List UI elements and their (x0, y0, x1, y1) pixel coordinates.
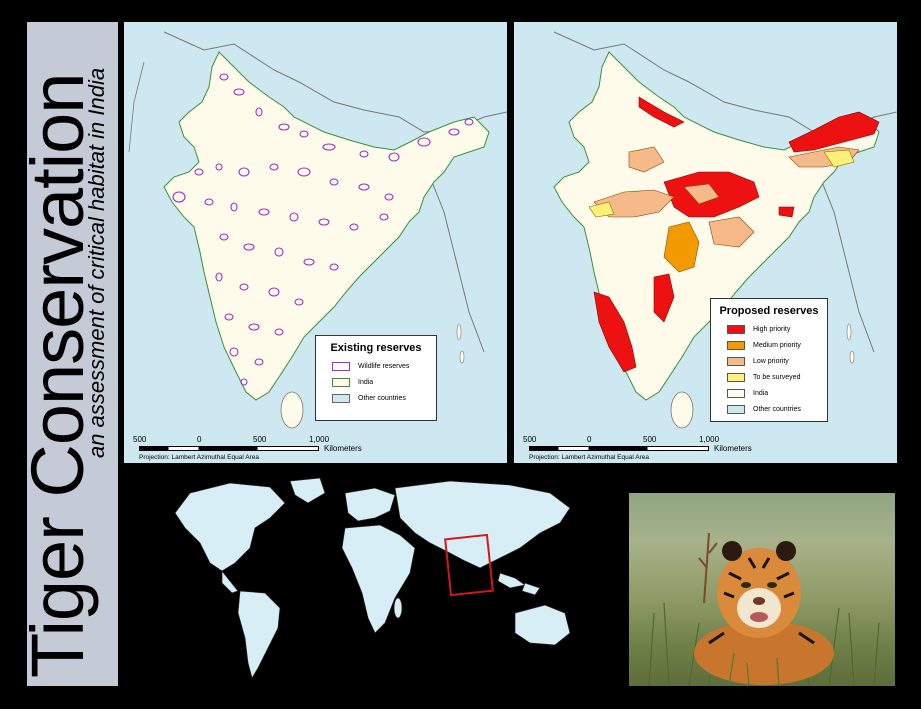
scale-bar: 500 0 500 1,000 Kilometers Projection: L… (523, 435, 752, 461)
scale-bar: 500 0 500 1,000 Kilometers Projection: L… (133, 435, 362, 461)
high-priority-zone (593, 291, 637, 373)
legend-item-high-priority: High priority (727, 321, 827, 337)
legend-swatch (332, 393, 350, 403)
legend-title: Existing reserves (330, 342, 422, 354)
existing-reserves-legend: Existing reserves Wildlife reserves Indi… (315, 335, 437, 421)
high-priority-zone (778, 206, 795, 218)
legend-swatch (727, 404, 745, 414)
existing-reserves-map: Existing reserves Wildlife reserves Indi… (124, 22, 507, 463)
legend-swatch (727, 356, 745, 366)
north-america-shape (174, 482, 286, 572)
legend-item-to-be-surveyed: To be surveyed (727, 369, 827, 385)
low-priority-zone (683, 183, 720, 205)
title-panel: Tiger Conservation an assessment of crit… (27, 22, 118, 686)
asia-shape (394, 480, 571, 569)
legend-swatch (727, 340, 745, 350)
low-priority-zone (628, 146, 665, 173)
high-priority-zone (788, 111, 880, 153)
high-priority-zone (638, 96, 685, 128)
high-priority-zone (653, 273, 675, 323)
low-priority-zone (708, 216, 755, 248)
tiger-body (694, 621, 834, 685)
australia-shape (514, 604, 571, 646)
world-locator-map (174, 477, 571, 679)
medium-priority-zone (663, 221, 700, 273)
legend-item-other-countries: Other countries (332, 390, 436, 406)
legend-swatch (727, 388, 745, 398)
legend-swatch (332, 361, 350, 371)
page-subtitle: an assessment of critical habitat in Ind… (84, 67, 109, 458)
europe-shape (344, 487, 396, 522)
legend-item-india: India (332, 374, 436, 390)
india-highlight-box (444, 533, 494, 597)
to-be-surveyed-zone (823, 149, 855, 168)
greenland-shape (289, 477, 326, 504)
legend-swatch (332, 377, 350, 387)
legend-item-medium-priority: Medium priority (727, 337, 827, 353)
legend-item-low-priority: Low priority (727, 353, 827, 369)
legend-item-other-countries: Other countries (727, 401, 827, 417)
south-america-shape (237, 590, 281, 679)
proposed-reserves-legend: Proposed reserves High priority Medium p… (710, 298, 828, 422)
legend-title: Proposed reserves (719, 305, 819, 317)
low-priority-zone (593, 189, 675, 218)
proposed-reserves-map: Proposed reserves High priority Medium p… (514, 22, 897, 463)
legend-item-india: India (727, 385, 827, 401)
africa-shape (341, 524, 416, 634)
legend-swatch (727, 372, 745, 382)
legend-item-wildlife-reserves: Wildlife reserves (332, 358, 436, 374)
legend-swatch (727, 324, 745, 334)
india-shape (163, 51, 490, 401)
to-be-surveyed-zone (588, 201, 615, 218)
tiger-photo (629, 493, 895, 686)
sri-lanka-shape (280, 391, 304, 429)
